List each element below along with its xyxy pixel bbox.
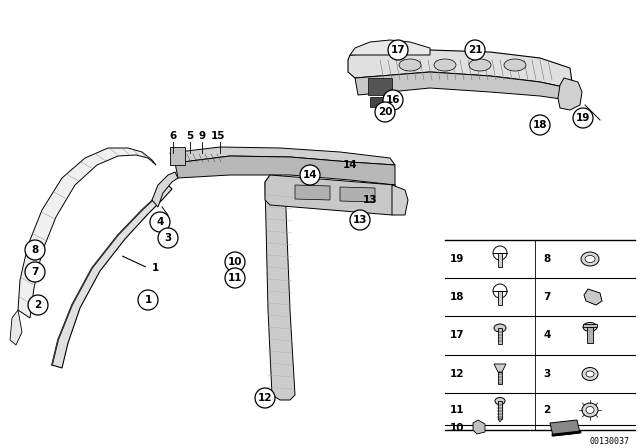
Ellipse shape <box>581 252 599 266</box>
Polygon shape <box>498 253 502 267</box>
Text: 21: 21 <box>468 45 483 55</box>
Text: 17: 17 <box>390 45 405 55</box>
Text: 7: 7 <box>543 292 550 302</box>
Text: 1: 1 <box>152 263 159 273</box>
Circle shape <box>300 165 320 185</box>
Text: 1: 1 <box>145 295 152 305</box>
Text: 13: 13 <box>363 195 377 205</box>
Polygon shape <box>265 175 295 400</box>
Ellipse shape <box>469 59 491 71</box>
Circle shape <box>493 284 507 298</box>
Text: 3: 3 <box>543 369 550 379</box>
Text: 3: 3 <box>164 233 172 243</box>
Ellipse shape <box>399 59 421 71</box>
Polygon shape <box>348 50 572 88</box>
Polygon shape <box>340 187 375 202</box>
Text: 5: 5 <box>186 131 194 141</box>
Text: 8: 8 <box>31 245 38 255</box>
Circle shape <box>350 210 370 230</box>
Polygon shape <box>370 97 395 107</box>
Circle shape <box>25 262 45 282</box>
Text: 18: 18 <box>532 120 547 130</box>
Polygon shape <box>170 147 395 165</box>
Circle shape <box>530 115 550 135</box>
Text: 2: 2 <box>35 300 42 310</box>
Ellipse shape <box>434 59 456 71</box>
Text: 00130037: 00130037 <box>590 436 630 445</box>
Polygon shape <box>498 401 502 419</box>
Circle shape <box>383 90 403 110</box>
Polygon shape <box>584 289 602 305</box>
Polygon shape <box>550 420 580 436</box>
Ellipse shape <box>494 324 506 332</box>
Text: 14: 14 <box>303 170 317 180</box>
Polygon shape <box>583 324 597 327</box>
Text: 11: 11 <box>228 273 243 283</box>
Polygon shape <box>10 310 22 345</box>
Polygon shape <box>175 156 395 185</box>
Text: 10: 10 <box>228 257 243 267</box>
Polygon shape <box>392 185 408 215</box>
Polygon shape <box>170 147 185 165</box>
Ellipse shape <box>495 397 505 405</box>
Circle shape <box>28 295 48 315</box>
Circle shape <box>388 40 408 60</box>
Ellipse shape <box>504 59 526 71</box>
Circle shape <box>255 388 275 408</box>
Circle shape <box>493 246 507 260</box>
Text: 2: 2 <box>543 405 550 415</box>
Polygon shape <box>368 78 392 95</box>
Polygon shape <box>265 175 398 215</box>
Polygon shape <box>494 364 506 372</box>
Ellipse shape <box>583 323 597 332</box>
Ellipse shape <box>585 255 595 263</box>
Text: 9: 9 <box>198 131 205 141</box>
Polygon shape <box>18 148 156 318</box>
Circle shape <box>573 108 593 128</box>
Circle shape <box>225 252 245 272</box>
Circle shape <box>225 268 245 288</box>
Text: 12: 12 <box>450 369 464 379</box>
Text: 12: 12 <box>258 393 272 403</box>
Circle shape <box>465 40 485 60</box>
Text: 20: 20 <box>378 107 392 117</box>
Text: 19: 19 <box>450 254 464 264</box>
Polygon shape <box>52 185 172 368</box>
Polygon shape <box>498 419 502 422</box>
Text: 18: 18 <box>450 292 464 302</box>
Polygon shape <box>498 291 502 305</box>
Text: 6: 6 <box>170 131 177 141</box>
Polygon shape <box>350 40 430 55</box>
Circle shape <box>25 240 45 260</box>
Circle shape <box>150 212 170 232</box>
Polygon shape <box>587 327 593 343</box>
Text: 16: 16 <box>386 95 400 105</box>
Text: 14: 14 <box>342 160 357 170</box>
Polygon shape <box>558 78 582 110</box>
Text: 15: 15 <box>211 131 225 141</box>
Text: 8: 8 <box>543 254 550 264</box>
Text: 7: 7 <box>31 267 38 277</box>
Ellipse shape <box>582 367 598 380</box>
Polygon shape <box>473 420 485 434</box>
Polygon shape <box>152 172 178 207</box>
Text: 11: 11 <box>450 405 464 415</box>
Polygon shape <box>355 72 568 100</box>
Polygon shape <box>498 372 502 384</box>
Text: 19: 19 <box>576 113 590 123</box>
Circle shape <box>375 102 395 122</box>
Text: 17: 17 <box>450 330 464 340</box>
Polygon shape <box>295 185 330 200</box>
Text: 4: 4 <box>156 217 164 227</box>
Ellipse shape <box>586 406 594 414</box>
Text: 4: 4 <box>543 330 550 340</box>
Text: 10: 10 <box>450 423 464 433</box>
Circle shape <box>138 290 158 310</box>
Ellipse shape <box>582 403 598 417</box>
Text: 13: 13 <box>353 215 367 225</box>
Polygon shape <box>498 328 502 344</box>
Circle shape <box>158 228 178 248</box>
Ellipse shape <box>586 371 594 377</box>
